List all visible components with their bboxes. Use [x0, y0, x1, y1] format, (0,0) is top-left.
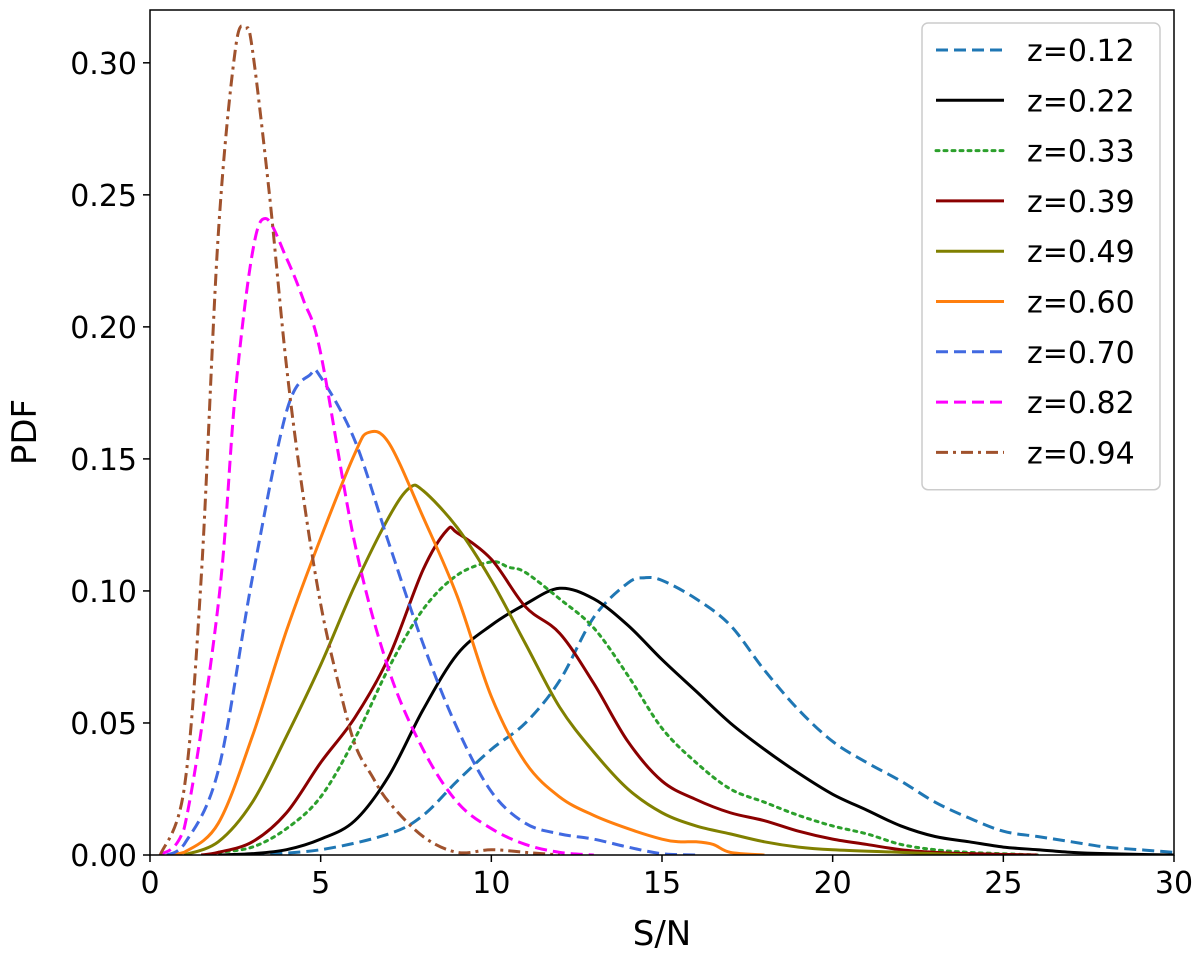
series-line-z-0-82: [159, 217, 594, 855]
y-tick-label: 0.30: [70, 47, 137, 82]
x-axis-label: S/N: [633, 914, 691, 954]
x-tick-label: 5: [311, 866, 330, 901]
legend-label: z=0.49: [1027, 235, 1135, 270]
series-line-z-0-60: [166, 429, 765, 855]
x-tick-label: 25: [984, 866, 1022, 901]
x-tick-label: 30: [1155, 866, 1193, 901]
series-line-z-0-22: [218, 586, 1174, 855]
legend-box: [921, 22, 1161, 491]
y-tick-label: 0.15: [70, 443, 137, 478]
x-tick-label: 15: [643, 866, 681, 901]
series-line-z-0-49: [183, 483, 970, 855]
series-layer: [158, 24, 1174, 855]
y-tick-label: 0.20: [70, 311, 137, 346]
legend-label: z=0.33: [1027, 135, 1135, 170]
y-tick-label: 0.25: [70, 179, 137, 214]
x-tick-label: 10: [472, 866, 510, 901]
legend-label: z=0.70: [1027, 336, 1135, 371]
legend-label: z=0.60: [1027, 286, 1135, 321]
y-tick-label: 0.10: [70, 575, 137, 610]
series-line-z-0-12: [252, 575, 1174, 855]
legend-label: z=0.94: [1027, 436, 1135, 471]
legend-label: z=0.22: [1027, 84, 1135, 119]
y-tick-label: 0.00: [70, 839, 137, 874]
series-line-z-0-70: [166, 367, 697, 855]
y-axis-label: PDF: [5, 399, 45, 465]
series-line-z-0-33: [216, 560, 1039, 855]
legend-label: z=0.39: [1027, 185, 1135, 220]
series-line-z-0-39: [200, 525, 1038, 855]
legend-label: z=0.12: [1027, 34, 1135, 69]
x-tick-label: 0: [140, 866, 159, 901]
x-tick-label: 20: [814, 866, 852, 901]
series-line-z-0-94: [158, 24, 560, 855]
legend-label: z=0.82: [1027, 386, 1135, 421]
x-axis-ticks: 0 5 10 15 20 25 30: [140, 855, 1193, 901]
legend: z=0.12 z=0.22 z=0.33 z=0.39 z=0.49 z=0.60 z=0.…: [921, 22, 1161, 491]
y-axis-ticks: 0.00 0.05 0.10 0.15 0.20 0.25 0.30: [70, 47, 150, 874]
y-tick-label: 0.05: [70, 707, 137, 742]
